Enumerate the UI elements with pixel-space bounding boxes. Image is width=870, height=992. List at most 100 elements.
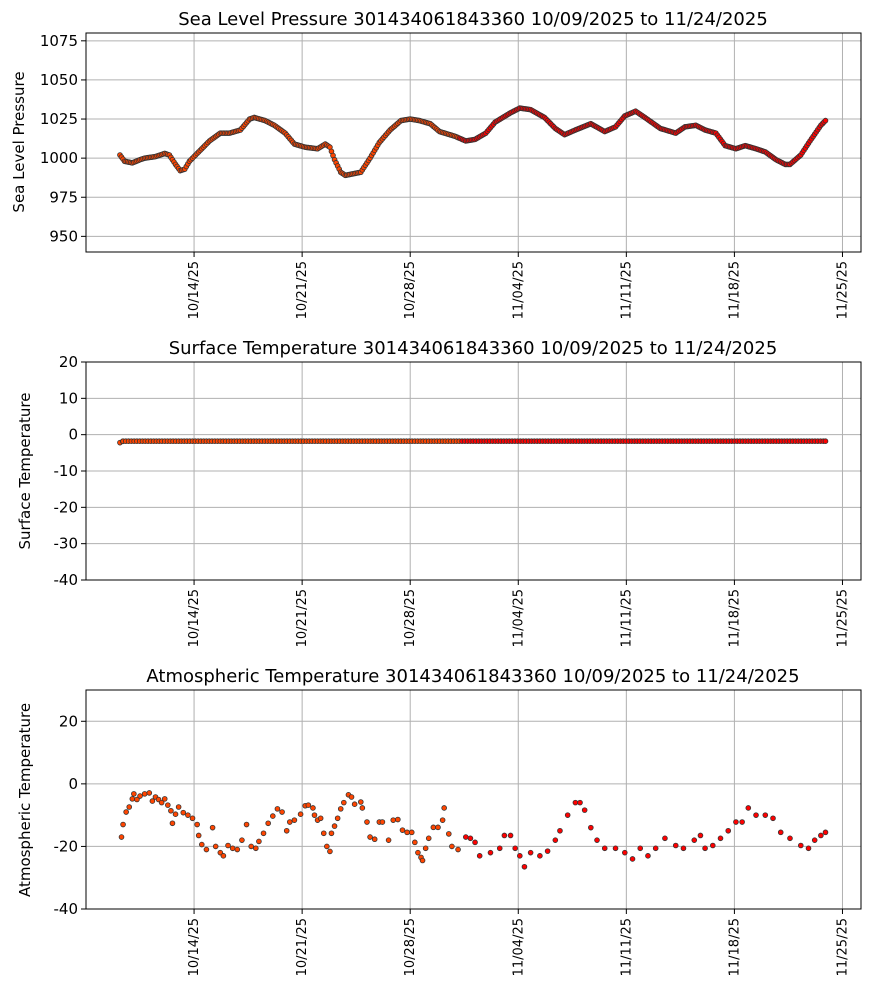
data-point [572, 799, 579, 806]
data-point [351, 801, 358, 807]
data-point [390, 817, 397, 823]
data-point [291, 817, 298, 823]
data-point [501, 832, 508, 839]
data-point [537, 853, 543, 859]
data-point [385, 837, 392, 843]
y-tick-label: 1000 [40, 149, 78, 167]
y-tick-label: -40 [54, 571, 79, 589]
data-point [180, 809, 187, 816]
data-point [270, 813, 276, 819]
data-point [379, 819, 386, 825]
data-point [652, 845, 659, 852]
axes-frame [85, 32, 862, 253]
data-point [733, 819, 739, 825]
data-point [487, 849, 494, 856]
x-tick-label: 10/28/25 [403, 589, 418, 647]
data-point [762, 812, 769, 818]
data-point [320, 830, 327, 837]
data-point [435, 824, 441, 831]
data-point [225, 842, 231, 849]
y-tick-label: 975 [49, 188, 78, 206]
data-point [341, 799, 347, 806]
data-point [146, 790, 153, 796]
data-point [317, 815, 324, 822]
data-point [126, 804, 133, 810]
data-point [425, 835, 432, 842]
axes-frame [85, 689, 862, 910]
x-tick-label: 11/18/25 [727, 918, 742, 976]
data-point [496, 845, 503, 852]
x-tick-label: 11/11/25 [619, 261, 634, 319]
y-axis-label: Sea Level Pressure [10, 71, 28, 212]
data-point [637, 845, 644, 852]
data-point [557, 827, 563, 834]
data-point [753, 812, 759, 818]
data-point [311, 812, 318, 818]
data-point [334, 815, 341, 822]
data-point [189, 815, 196, 822]
data-point [364, 819, 370, 825]
data-point [253, 845, 259, 852]
grid [86, 690, 861, 910]
data-point [248, 843, 254, 850]
y-tick-label: 1025 [40, 110, 78, 128]
x-tick-label: 11/04/25 [511, 261, 526, 319]
data-point [445, 831, 452, 837]
data-point [621, 849, 628, 856]
y-tick-label: 1075 [40, 32, 78, 50]
y-tick-label: 0 [68, 426, 78, 444]
data-point [552, 837, 559, 843]
data-point [234, 846, 241, 853]
data-point [283, 827, 290, 834]
y-tick-label: -20 [54, 498, 79, 516]
data-point [169, 820, 176, 827]
y-axis-label: Atmospheric Temperature [16, 703, 34, 897]
data-point [412, 839, 418, 846]
data-point [161, 796, 168, 802]
subplot-sea-level-pressure: Sea Level Pressure 301434061843360 10/09… [10, 9, 862, 319]
data-point [770, 815, 776, 822]
data-point [691, 837, 698, 843]
grid [86, 361, 861, 581]
y-tick-label: 0 [68, 775, 78, 793]
x-tick-label: 10/14/25 [187, 261, 202, 319]
x-tick-label: 11/04/25 [511, 918, 526, 976]
data-point [194, 821, 200, 828]
x-tick-label: 11/18/25 [727, 589, 742, 647]
y-tick-label: -30 [54, 535, 79, 553]
data-point [328, 830, 335, 837]
data-point [725, 827, 732, 834]
data-point [175, 804, 182, 810]
data-point [120, 821, 126, 828]
data-point [358, 799, 364, 805]
data-series [117, 105, 829, 179]
grid [86, 33, 861, 252]
x-tick-label: 10/21/25 [295, 918, 310, 976]
data-point [645, 853, 651, 859]
y-tick-label: 20 [59, 712, 78, 730]
data-point [601, 845, 608, 852]
data-point [310, 805, 316, 811]
data-point [305, 802, 312, 808]
data-point [822, 438, 829, 445]
data-point [612, 845, 619, 852]
y-tick-label: 20 [59, 353, 78, 371]
data-point [212, 843, 219, 850]
x-tick-label: 10/28/25 [403, 261, 418, 319]
data-point [172, 811, 179, 818]
x-tick-label: 11/25/25 [835, 918, 850, 976]
data-point [422, 845, 429, 852]
y-tick-label: -10 [54, 462, 79, 480]
data-point [777, 829, 784, 836]
data-point [594, 837, 600, 843]
data-point [137, 793, 143, 799]
data-point [680, 845, 687, 852]
data-point [521, 863, 528, 870]
data-point [512, 845, 518, 852]
subplot-surface-temperature: Surface Temperature 301434061843360 10/0… [16, 338, 862, 647]
y-tick-label: 10 [59, 389, 78, 407]
x-tick-label: 11/11/25 [619, 589, 634, 647]
axes-frame [85, 361, 862, 581]
data-point [229, 845, 236, 852]
data-point [168, 807, 174, 814]
